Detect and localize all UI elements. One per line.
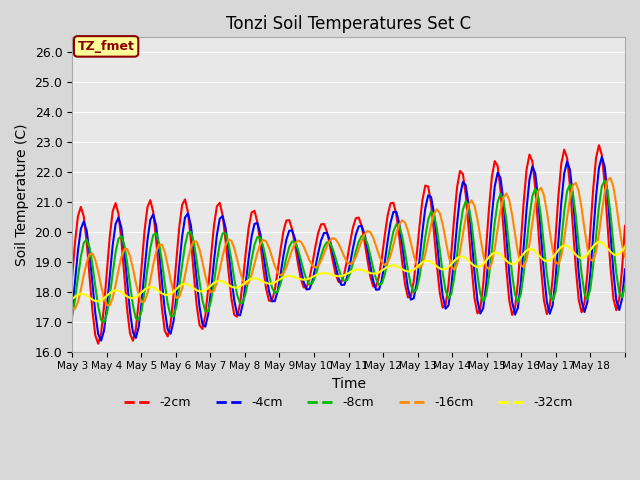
Line: -4cm: -4cm — [72, 157, 625, 341]
Text: TZ_fmet: TZ_fmet — [77, 40, 134, 53]
-32cm — [621, 244, 629, 250]
-8cm — [138, 308, 145, 313]
-8cm — [294, 246, 302, 252]
-4cm — [349, 246, 356, 252]
-4cm — [300, 279, 308, 285]
-8cm — [601, 178, 609, 183]
-4cm — [419, 229, 426, 235]
-32cm — [419, 260, 426, 265]
Legend: -2cm, -4cm, -8cm, -16cm, -32cm: -2cm, -4cm, -8cm, -16cm, -32cm — [120, 391, 578, 414]
-16cm — [68, 305, 76, 311]
Y-axis label: Soil Temperature (C): Soil Temperature (C) — [15, 123, 29, 266]
Line: -32cm: -32cm — [72, 242, 625, 301]
-4cm — [387, 220, 394, 226]
-4cm — [294, 250, 302, 256]
X-axis label: Time: Time — [332, 377, 365, 391]
-16cm — [607, 175, 614, 181]
-2cm — [138, 263, 145, 269]
-8cm — [300, 268, 308, 274]
-32cm — [68, 296, 76, 302]
Title: Tonzi Soil Temperatures Set C: Tonzi Soil Temperatures Set C — [226, 15, 471, 33]
-8cm — [349, 260, 356, 266]
-16cm — [300, 244, 308, 250]
-16cm — [419, 262, 426, 267]
-16cm — [138, 299, 145, 305]
-2cm — [387, 200, 394, 206]
-16cm — [349, 260, 356, 265]
-2cm — [595, 143, 603, 148]
-4cm — [68, 309, 76, 314]
-16cm — [621, 254, 629, 260]
-2cm — [419, 197, 426, 203]
-32cm — [94, 299, 102, 304]
-2cm — [294, 261, 302, 266]
-8cm — [387, 242, 394, 248]
-16cm — [71, 306, 79, 312]
-32cm — [387, 263, 394, 268]
-2cm — [300, 285, 308, 290]
-4cm — [621, 266, 629, 272]
-32cm — [349, 268, 356, 274]
-16cm — [387, 252, 394, 258]
-2cm — [621, 223, 629, 229]
-2cm — [94, 341, 102, 347]
Line: -16cm: -16cm — [72, 178, 625, 309]
-8cm — [621, 283, 629, 289]
-16cm — [294, 238, 302, 243]
-4cm — [138, 300, 145, 305]
-4cm — [97, 338, 105, 344]
-32cm — [595, 239, 603, 245]
-8cm — [68, 314, 76, 320]
Line: -8cm: -8cm — [72, 180, 625, 323]
-32cm — [294, 276, 302, 281]
-2cm — [349, 225, 356, 230]
-32cm — [138, 289, 145, 295]
-32cm — [300, 277, 308, 283]
-4cm — [598, 154, 605, 160]
Line: -2cm: -2cm — [72, 145, 625, 344]
-8cm — [419, 255, 426, 261]
-2cm — [68, 274, 76, 280]
-8cm — [100, 320, 108, 325]
